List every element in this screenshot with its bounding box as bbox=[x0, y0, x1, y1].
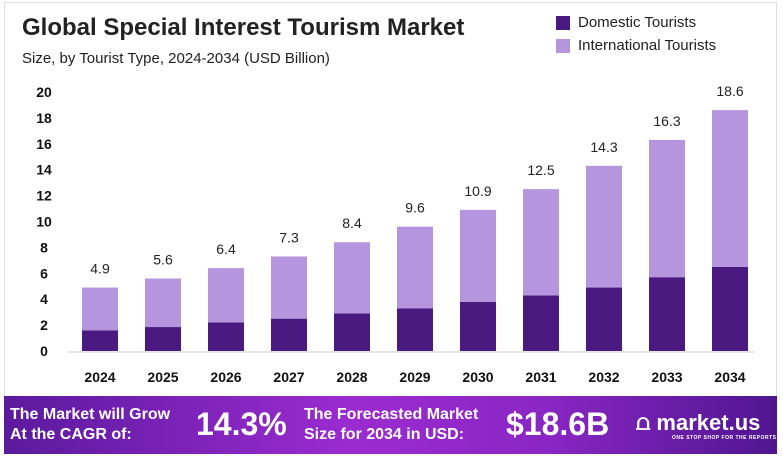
logo-text: market.us bbox=[656, 410, 761, 435]
bar-domestic-2032 bbox=[586, 287, 622, 351]
legend-item-international: International Tourists bbox=[556, 37, 716, 54]
y-tick-label: 6 bbox=[40, 265, 48, 281]
bar-international-2025 bbox=[145, 278, 181, 328]
legend-item-domestic: Domestic Tourists bbox=[556, 14, 696, 31]
total-label-2024: 4.9 bbox=[90, 261, 110, 277]
x-tick-label-2031: 2031 bbox=[525, 369, 556, 385]
cagr-label-line2: At the CAGR of: bbox=[10, 426, 132, 443]
legend-swatch-domestic bbox=[556, 15, 570, 30]
y-tick-label: 4 bbox=[40, 291, 48, 307]
bar-international-2027 bbox=[271, 256, 307, 319]
forecast-value: $18.6B bbox=[506, 406, 610, 442]
bar-international-2024 bbox=[82, 287, 118, 331]
legend-label-domestic: Domestic Tourists bbox=[578, 14, 697, 31]
total-label-2032: 14.3 bbox=[590, 139, 617, 155]
cagr-label-line1: The Market will Grow bbox=[10, 406, 171, 423]
total-label-2033: 16.3 bbox=[653, 113, 680, 129]
bar-domestic-2026 bbox=[208, 322, 244, 351]
summary-banner: The Market will Grow At the CAGR of: 14.3… bbox=[4, 396, 777, 454]
bar-domestic-2034 bbox=[712, 266, 748, 351]
x-tick-label-2027: 2027 bbox=[273, 369, 304, 385]
y-tick-label: 2 bbox=[40, 317, 48, 333]
total-label-2030: 10.9 bbox=[464, 183, 491, 199]
bar-domestic-2027 bbox=[271, 318, 307, 351]
y-tick-label: 18 bbox=[36, 110, 52, 126]
x-tick-label-2026: 2026 bbox=[210, 369, 241, 385]
chart-title: Global Special Interest Tourism Market bbox=[22, 14, 465, 41]
chart-subtitle: Size, by Tourist Type, 2024-2034 (USD Bi… bbox=[22, 50, 330, 67]
bar-domestic-2025 bbox=[145, 327, 181, 351]
bar-international-2032 bbox=[586, 165, 622, 288]
total-label-2029: 9.6 bbox=[405, 200, 425, 216]
y-tick-label: 12 bbox=[36, 188, 52, 204]
bar-international-2030 bbox=[460, 209, 496, 302]
total-label-2031: 12.5 bbox=[527, 162, 554, 178]
bar-chart: 0 2 4 6 8 10 12 14 16 18 20 4.9 2024 5.6 2025 6.4 2026 7.… bbox=[36, 83, 755, 385]
total-label-2027: 7.3 bbox=[279, 229, 299, 245]
legend-swatch-international bbox=[556, 38, 570, 53]
market-us-logo: ⩍ market.us bbox=[636, 410, 760, 436]
x-tick-label-2032: 2032 bbox=[588, 369, 619, 385]
legend-label-international: International Tourists bbox=[578, 37, 717, 54]
y-tick-label: 10 bbox=[36, 214, 52, 230]
total-label-2025: 5.6 bbox=[153, 251, 173, 267]
cagr-value: 14.3% bbox=[196, 406, 287, 442]
total-label-2034: 18.6 bbox=[716, 83, 743, 99]
logo-tagline: ONE STOP SHOP FOR THE REPORTS bbox=[672, 435, 777, 441]
bar-domestic-2028 bbox=[334, 313, 370, 351]
x-tick-label-2025: 2025 bbox=[147, 369, 178, 385]
bar-domestic-2029 bbox=[397, 308, 433, 351]
x-tick-label-2029: 2029 bbox=[399, 369, 430, 385]
bar-domestic-2024 bbox=[82, 330, 118, 351]
cagr-label: The Market will Grow At the CAGR of: bbox=[10, 405, 170, 445]
x-tick-label-2030: 2030 bbox=[462, 369, 493, 385]
forecast-label-line1: The Forecasted Market bbox=[304, 406, 479, 423]
x-tick-label-2028: 2028 bbox=[336, 369, 367, 385]
bar-international-2031 bbox=[523, 189, 559, 296]
bar-international-2028 bbox=[334, 242, 370, 314]
total-label-2028: 8.4 bbox=[342, 215, 362, 231]
x-tick-label-2034: 2034 bbox=[714, 369, 745, 385]
logo-icon: ⩍ bbox=[636, 410, 657, 435]
x-tick-label-2033: 2033 bbox=[651, 369, 682, 385]
y-tick-label: 8 bbox=[40, 239, 48, 255]
bar-domestic-2031 bbox=[523, 295, 559, 351]
forecast-label: The Forecasted Market Size for 2034 in US… bbox=[304, 405, 478, 445]
total-label-2026: 6.4 bbox=[216, 241, 236, 257]
bar-international-2029 bbox=[397, 226, 433, 309]
y-tick-label: 0 bbox=[40, 343, 48, 359]
bar-domestic-2030 bbox=[460, 301, 496, 351]
forecast-label-line2: Size for 2034 in USD: bbox=[304, 426, 465, 443]
y-tick-label: 14 bbox=[36, 162, 52, 178]
y-tick-label: 20 bbox=[36, 84, 52, 100]
bar-international-2026 bbox=[208, 268, 244, 323]
bar-international-2033 bbox=[649, 139, 685, 278]
x-tick-label-2024: 2024 bbox=[84, 369, 115, 385]
y-tick-label: 16 bbox=[36, 136, 52, 152]
bar-international-2034 bbox=[712, 110, 748, 267]
bar-domestic-2033 bbox=[649, 277, 685, 351]
